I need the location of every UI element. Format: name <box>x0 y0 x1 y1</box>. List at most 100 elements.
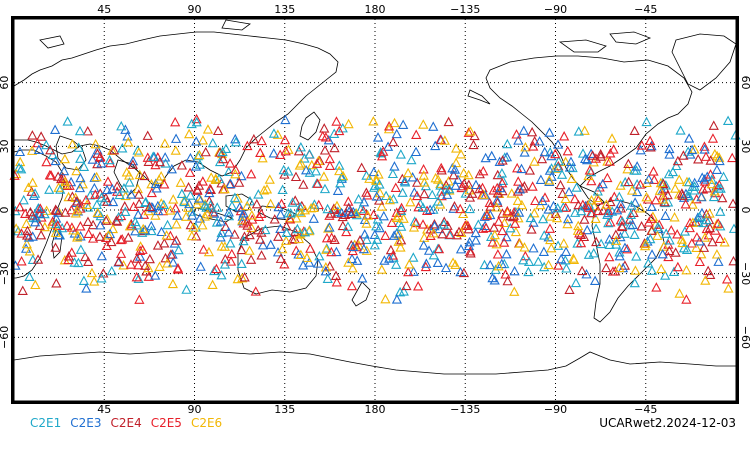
observation-marker <box>645 233 656 244</box>
observation-marker <box>389 117 400 128</box>
observation-marker <box>133 209 144 219</box>
observation-marker <box>358 205 369 215</box>
observation-marker <box>343 257 354 267</box>
observation-marker <box>701 214 712 225</box>
observation-marker <box>530 195 541 206</box>
observation-marker <box>622 163 633 174</box>
observation-marker <box>432 174 444 184</box>
dataset-caption: UCARwet2.2024-12-03 <box>599 416 736 430</box>
observation-marker <box>604 233 615 244</box>
observation-marker <box>289 226 301 236</box>
observation-marker <box>209 265 220 276</box>
observation-marker <box>257 152 268 163</box>
observation-marker <box>52 220 63 230</box>
observation-marker <box>689 185 700 195</box>
observation-marker <box>497 185 508 196</box>
observation-marker <box>622 243 633 254</box>
observation-marker <box>223 166 234 176</box>
observation-marker <box>509 265 520 276</box>
observation-marker <box>167 278 179 289</box>
observation-marker <box>361 218 372 228</box>
observation-marker <box>45 170 57 180</box>
observation-marker <box>83 228 94 239</box>
lat-tick-label: 60 <box>0 76 11 90</box>
observation-marker <box>643 217 654 227</box>
observation-marker <box>646 265 658 275</box>
observation-marker <box>602 172 613 183</box>
observation-marker <box>95 188 106 198</box>
lat-tick-label: −60 <box>739 326 750 349</box>
observation-marker <box>571 182 582 192</box>
observation-marker <box>488 222 500 232</box>
observation-marker <box>479 259 490 270</box>
observation-marker <box>72 230 83 240</box>
observation-marker <box>148 151 159 161</box>
observation-marker <box>139 170 150 181</box>
observation-marker <box>130 225 141 236</box>
lon-tick-label: 180 <box>365 403 386 416</box>
observation-marker <box>418 163 429 174</box>
observation-marker <box>389 230 400 240</box>
observation-marker <box>226 200 238 211</box>
observation-marker <box>364 173 375 183</box>
observation-marker <box>539 261 550 272</box>
observation-marker <box>236 244 247 255</box>
observation-marker <box>63 250 75 261</box>
observation-marker <box>312 178 323 188</box>
observation-marker <box>88 233 99 243</box>
observation-marker <box>586 175 597 186</box>
observation-marker <box>425 224 436 234</box>
observation-marker <box>358 243 369 254</box>
observation-marker <box>277 243 288 254</box>
observation-marker <box>287 197 298 207</box>
observation-marker <box>713 218 724 228</box>
observation-marker <box>517 183 529 193</box>
observation-marker <box>672 155 684 166</box>
observation-marker <box>519 147 530 157</box>
observation-marker <box>473 219 484 229</box>
observation-marker <box>537 195 548 206</box>
observation-marker <box>229 192 240 202</box>
observation-marker <box>278 164 289 175</box>
observation-marker <box>562 213 574 224</box>
observation-marker <box>489 229 500 240</box>
observation-marker <box>707 133 719 143</box>
observation-marker <box>295 207 307 218</box>
observation-marker <box>212 202 223 212</box>
observation-marker <box>20 243 32 253</box>
observation-marker <box>281 227 292 238</box>
observation-marker <box>629 277 640 288</box>
observation-marker <box>614 191 625 202</box>
observation-marker <box>543 259 554 270</box>
observation-marker <box>80 251 91 262</box>
observation-marker <box>300 164 312 175</box>
observation-marker <box>338 170 349 181</box>
observation-marker <box>583 202 594 212</box>
observation-marker <box>24 271 35 282</box>
observation-marker <box>664 245 675 256</box>
observation-marker <box>310 165 322 176</box>
observation-marker <box>468 139 479 150</box>
observation-marker <box>273 201 284 212</box>
observation-marker <box>605 148 616 158</box>
observation-marker <box>595 151 606 161</box>
observation-marker <box>133 273 144 283</box>
observation-marker <box>153 174 165 184</box>
observation-marker <box>343 118 354 129</box>
observation-marker <box>207 137 218 148</box>
observation-marker <box>589 275 601 286</box>
observation-marker <box>299 226 311 237</box>
observation-marker <box>368 209 379 219</box>
observation-marker <box>704 208 715 218</box>
observation-marker <box>103 230 114 240</box>
observation-marker <box>242 140 253 151</box>
observation-marker <box>391 128 402 139</box>
observation-marker <box>450 259 461 270</box>
observation-marker <box>523 256 535 266</box>
observation-marker <box>560 156 571 167</box>
observation-marker <box>382 141 394 151</box>
observation-marker <box>35 203 46 213</box>
observation-marker <box>636 221 647 231</box>
observation-marker <box>113 256 125 266</box>
